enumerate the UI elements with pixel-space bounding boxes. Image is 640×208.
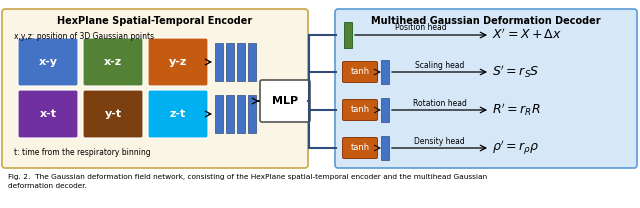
Text: tanh: tanh	[351, 144, 369, 152]
FancyBboxPatch shape	[18, 90, 78, 138]
Bar	[381, 98, 389, 122]
FancyBboxPatch shape	[83, 90, 143, 138]
Bar	[237, 43, 245, 81]
Text: $R'=r_R R$: $R'=r_R R$	[492, 102, 541, 118]
Bar	[248, 43, 256, 81]
FancyBboxPatch shape	[2, 9, 308, 168]
FancyBboxPatch shape	[18, 38, 78, 86]
Text: y-z: y-z	[169, 57, 187, 67]
Text: x-t: x-t	[40, 109, 56, 119]
FancyBboxPatch shape	[148, 90, 208, 138]
Text: $X' = X + \Delta x$: $X' = X + \Delta x$	[492, 28, 562, 42]
Text: Rotation head: Rotation head	[413, 99, 467, 108]
Bar	[381, 136, 389, 160]
FancyBboxPatch shape	[148, 38, 208, 86]
Text: Scaling head: Scaling head	[415, 61, 464, 69]
Bar	[215, 95, 223, 133]
Text: HexPlane Spatial-Temporal Encoder: HexPlane Spatial-Temporal Encoder	[58, 16, 253, 26]
Bar	[215, 43, 223, 81]
Text: $S'=r_S S$: $S'=r_S S$	[492, 64, 540, 80]
Text: y-t: y-t	[104, 109, 122, 119]
Text: x-y: x-y	[38, 57, 58, 67]
Text: MLP: MLP	[272, 96, 298, 106]
Text: Density head: Density head	[414, 136, 465, 146]
Text: Position head: Position head	[395, 24, 447, 32]
FancyBboxPatch shape	[342, 62, 378, 83]
Bar	[237, 95, 245, 133]
Text: $\rho'=r_{\rho}\rho$: $\rho'=r_{\rho}\rho$	[492, 139, 540, 157]
Text: tanh: tanh	[351, 105, 369, 114]
Text: x-z: x-z	[104, 57, 122, 67]
Bar	[226, 43, 234, 81]
Text: Multihead Gaussian Deformation Decoder: Multihead Gaussian Deformation Decoder	[371, 16, 601, 26]
Text: Fig. 2.  The Gaussian deformation field network, consisting of the HexPlane spat: Fig. 2. The Gaussian deformation field n…	[8, 174, 487, 188]
Text: tanh: tanh	[351, 68, 369, 77]
FancyBboxPatch shape	[335, 9, 637, 168]
Text: x,y,z: position of 3D Gaussian points: x,y,z: position of 3D Gaussian points	[14, 32, 154, 41]
Bar	[226, 95, 234, 133]
FancyBboxPatch shape	[83, 38, 143, 86]
FancyBboxPatch shape	[260, 80, 310, 122]
FancyBboxPatch shape	[342, 137, 378, 158]
Bar	[381, 60, 389, 84]
Text: t: time from the respiratory binning: t: time from the respiratory binning	[14, 148, 150, 157]
Bar	[248, 95, 256, 133]
FancyBboxPatch shape	[342, 99, 378, 120]
Bar	[344, 22, 352, 48]
Text: z-t: z-t	[170, 109, 186, 119]
